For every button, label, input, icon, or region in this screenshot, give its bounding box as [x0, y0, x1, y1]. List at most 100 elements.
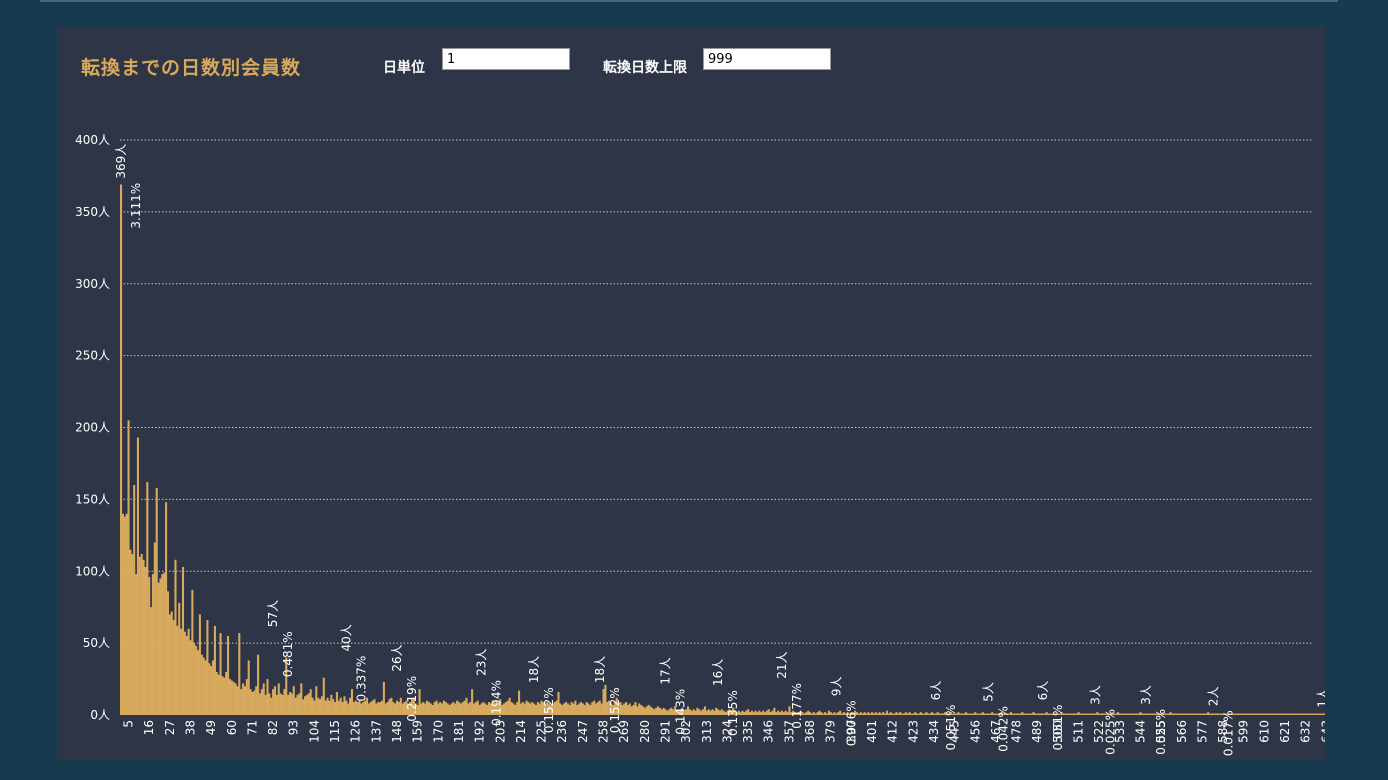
bar [1184, 713, 1187, 715]
x-tick-label: 555 [1154, 720, 1168, 743]
bar [161, 574, 164, 716]
bar [1274, 713, 1277, 715]
bar [227, 635, 230, 715]
bar [219, 633, 222, 715]
x-tick-label: 82 [266, 720, 280, 735]
bar [1032, 712, 1035, 716]
bar [647, 704, 650, 715]
bar [138, 556, 141, 716]
bar [533, 703, 536, 715]
data-label-percent: 0.481% [281, 631, 295, 677]
bar [183, 631, 186, 716]
bar [754, 710, 757, 715]
bar [538, 703, 541, 715]
data-label-count: 1人 [1316, 688, 1325, 708]
bar [225, 671, 228, 716]
bar [486, 704, 489, 715]
bar [914, 712, 917, 716]
bar [681, 707, 684, 715]
data-label-count: 21人 [775, 652, 789, 679]
bar [711, 709, 714, 715]
x-tick-label: 49 [204, 720, 218, 735]
bar [709, 710, 712, 715]
x-tick-label: 104 [307, 720, 321, 743]
x-tick-label: 445 [948, 720, 962, 743]
bar [1299, 713, 1302, 715]
bar [170, 611, 173, 715]
bar [1100, 713, 1103, 715]
bar [206, 620, 209, 716]
bar [1126, 713, 1129, 715]
bar [752, 712, 755, 716]
bar [634, 702, 637, 715]
data-label-percent: 0.177% [790, 683, 804, 729]
bar [983, 713, 986, 715]
bar [1115, 713, 1118, 715]
bar [1238, 713, 1242, 715]
bar [871, 712, 874, 716]
y-tick-label: 50人 [83, 636, 110, 650]
bar [521, 702, 524, 715]
bar [640, 704, 643, 715]
bar [1248, 713, 1251, 715]
bar [685, 709, 688, 715]
bar [472, 703, 476, 715]
bar [861, 713, 864, 715]
bar [1227, 713, 1230, 715]
bar [964, 712, 967, 716]
bar [1135, 713, 1138, 715]
bar [493, 702, 496, 715]
bar [733, 710, 737, 715]
x-tick-label: 489 [1030, 720, 1044, 743]
bar [737, 710, 740, 715]
data-label-percent: 0.337% [354, 656, 368, 702]
bar [501, 704, 504, 715]
bar [889, 712, 892, 716]
bar [949, 712, 952, 716]
bar [1261, 713, 1264, 715]
max-days-input[interactable] [703, 48, 831, 70]
bar [534, 704, 538, 715]
bar [578, 703, 581, 715]
bar [901, 713, 904, 715]
bar [142, 559, 145, 715]
bar [758, 710, 761, 715]
bar [257, 654, 260, 716]
bar [1244, 713, 1247, 715]
bar [978, 713, 981, 715]
bar [782, 712, 785, 716]
bar [215, 671, 218, 716]
bar [1083, 713, 1086, 715]
bar [463, 700, 466, 716]
bar [1163, 713, 1166, 715]
bar [726, 710, 729, 715]
bar [476, 700, 479, 716]
bar [790, 712, 793, 716]
bar [450, 703, 453, 715]
bar [1041, 713, 1044, 715]
bar [656, 706, 660, 716]
bar [1186, 713, 1189, 715]
bar [247, 660, 250, 716]
bar [407, 703, 410, 715]
bar [523, 703, 526, 715]
bar [461, 702, 464, 715]
bar [313, 700, 316, 716]
bar [1071, 713, 1074, 715]
bar [1319, 713, 1322, 715]
bar [1124, 713, 1127, 715]
day-unit-input[interactable] [442, 48, 570, 70]
bar [491, 700, 494, 716]
bar [658, 707, 661, 715]
bar [1295, 713, 1298, 715]
bar [762, 710, 765, 715]
bar [923, 713, 926, 715]
bar [694, 710, 697, 715]
bar [266, 679, 269, 715]
bar [936, 712, 939, 716]
bar [1276, 713, 1279, 715]
bar [131, 554, 134, 715]
bar [1182, 713, 1185, 715]
chart-title: 転換までの日数別会員数 [81, 57, 302, 79]
bar [628, 703, 631, 715]
